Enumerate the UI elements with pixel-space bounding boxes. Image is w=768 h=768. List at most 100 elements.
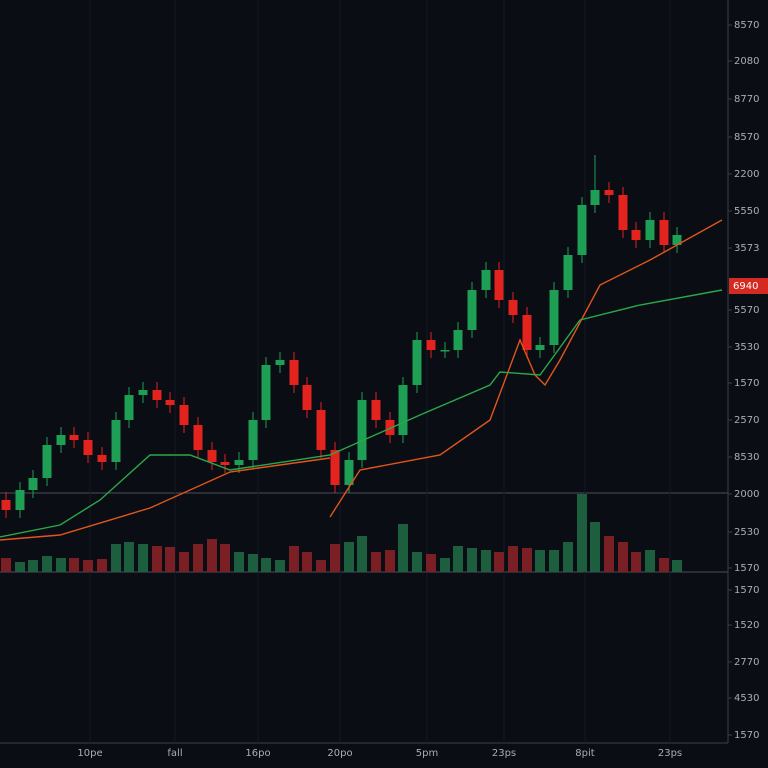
y-tick-label: 1570	[734, 730, 759, 741]
volume-bar	[631, 552, 641, 572]
y-tick-label: 2530	[734, 527, 759, 538]
y-tick-label: 2570	[734, 415, 759, 426]
candle-body	[220, 462, 230, 465]
y-tick-label: 1570	[734, 563, 759, 574]
volume-bar	[289, 546, 299, 572]
x-tick-label: 16po	[245, 748, 270, 759]
y-tick-label: 8530	[734, 452, 759, 463]
x-tick-label: 8pit	[575, 748, 594, 759]
y-tick-label: 2200	[734, 169, 759, 180]
volume-bar	[590, 522, 600, 572]
volume-bar	[522, 548, 532, 572]
candle-body	[302, 385, 312, 410]
y-tick-label: 2000	[734, 489, 759, 500]
candle-body	[426, 340, 436, 350]
candle-body	[481, 270, 491, 290]
candle-body	[631, 230, 641, 240]
volume-bar	[15, 562, 25, 572]
volume-bar	[618, 542, 628, 572]
candle-body	[138, 390, 148, 395]
candle-body	[398, 385, 408, 435]
candle-body	[371, 400, 381, 420]
candle-body	[357, 400, 367, 460]
candle-body	[165, 400, 175, 405]
candle-body	[522, 315, 532, 350]
volume-bar	[481, 550, 491, 572]
x-tick-label: 23ps	[492, 748, 516, 759]
x-tick-label: 23ps	[658, 748, 682, 759]
y-tick-label: 1570	[734, 585, 759, 596]
y-tick-label: 5550	[734, 206, 759, 217]
volume-bar	[138, 544, 148, 572]
candle-body	[234, 460, 244, 465]
volume-bar	[124, 542, 134, 572]
candle-body	[28, 478, 38, 490]
volume-bar	[275, 560, 285, 572]
volume-bar	[220, 544, 230, 572]
volume-bar	[165, 547, 175, 572]
candle-body	[97, 455, 107, 462]
x-tick-label: 20po	[327, 748, 352, 759]
volume-bar	[152, 546, 162, 572]
candle-body	[672, 235, 682, 245]
volume-bar	[28, 560, 38, 572]
moving-average-line	[0, 457, 331, 541]
x-tick-label: 5pm	[416, 748, 438, 759]
candle-body	[618, 195, 628, 230]
candle-body	[111, 420, 121, 462]
volume-bar	[83, 560, 93, 572]
moving-average-line	[0, 289, 723, 538]
volume-bar	[1, 558, 11, 572]
volume-bar	[494, 552, 504, 572]
volume-bar	[549, 550, 559, 572]
y-tick-label: 3530	[734, 342, 759, 353]
volume-bar	[357, 536, 367, 572]
candle-body	[440, 350, 450, 352]
volume-bar	[69, 558, 79, 572]
candle-body	[261, 365, 271, 420]
candle-body	[193, 425, 203, 450]
y-tick-label: 2080	[734, 56, 759, 67]
candle-body	[1, 500, 11, 510]
y-tick-label: 1570	[734, 378, 759, 389]
candle-body	[248, 420, 258, 460]
candle-body	[316, 410, 326, 450]
volume-bar	[97, 559, 107, 572]
y-tick-label: 3573	[734, 243, 759, 254]
candle-body	[535, 345, 545, 350]
candle-body	[508, 300, 518, 315]
volume-bar	[371, 552, 381, 572]
y-tick-label: 8770	[734, 94, 759, 105]
volume-bar	[111, 544, 121, 572]
candle-body	[645, 220, 655, 240]
volume-bar	[193, 544, 203, 572]
volume-bar	[316, 560, 326, 572]
candle-body	[467, 290, 477, 330]
volume-bar	[207, 539, 217, 572]
y-tick-label: 5570	[734, 305, 759, 316]
volume-bar	[563, 542, 573, 572]
volume-bar	[659, 558, 669, 572]
y-tick-label: 1520	[734, 620, 759, 631]
candle-body	[207, 450, 217, 462]
volume-bar	[56, 558, 66, 572]
volume-bar	[261, 558, 271, 572]
candle-body	[124, 395, 134, 420]
volume-bar	[453, 546, 463, 572]
candle-body	[412, 340, 422, 385]
candle-body	[179, 405, 189, 425]
y-tick-label: 8570	[734, 132, 759, 143]
candle-body	[385, 420, 395, 435]
candle-body	[344, 460, 354, 485]
x-tick-label: fall	[167, 748, 182, 759]
volume-bar	[330, 544, 340, 572]
volume-bar	[426, 554, 436, 572]
candle-body	[330, 450, 340, 485]
volume-bar	[672, 560, 682, 572]
volume-bar	[344, 542, 354, 572]
candle-body	[56, 435, 66, 445]
volume-bar	[508, 546, 518, 572]
candle-body	[549, 290, 559, 345]
